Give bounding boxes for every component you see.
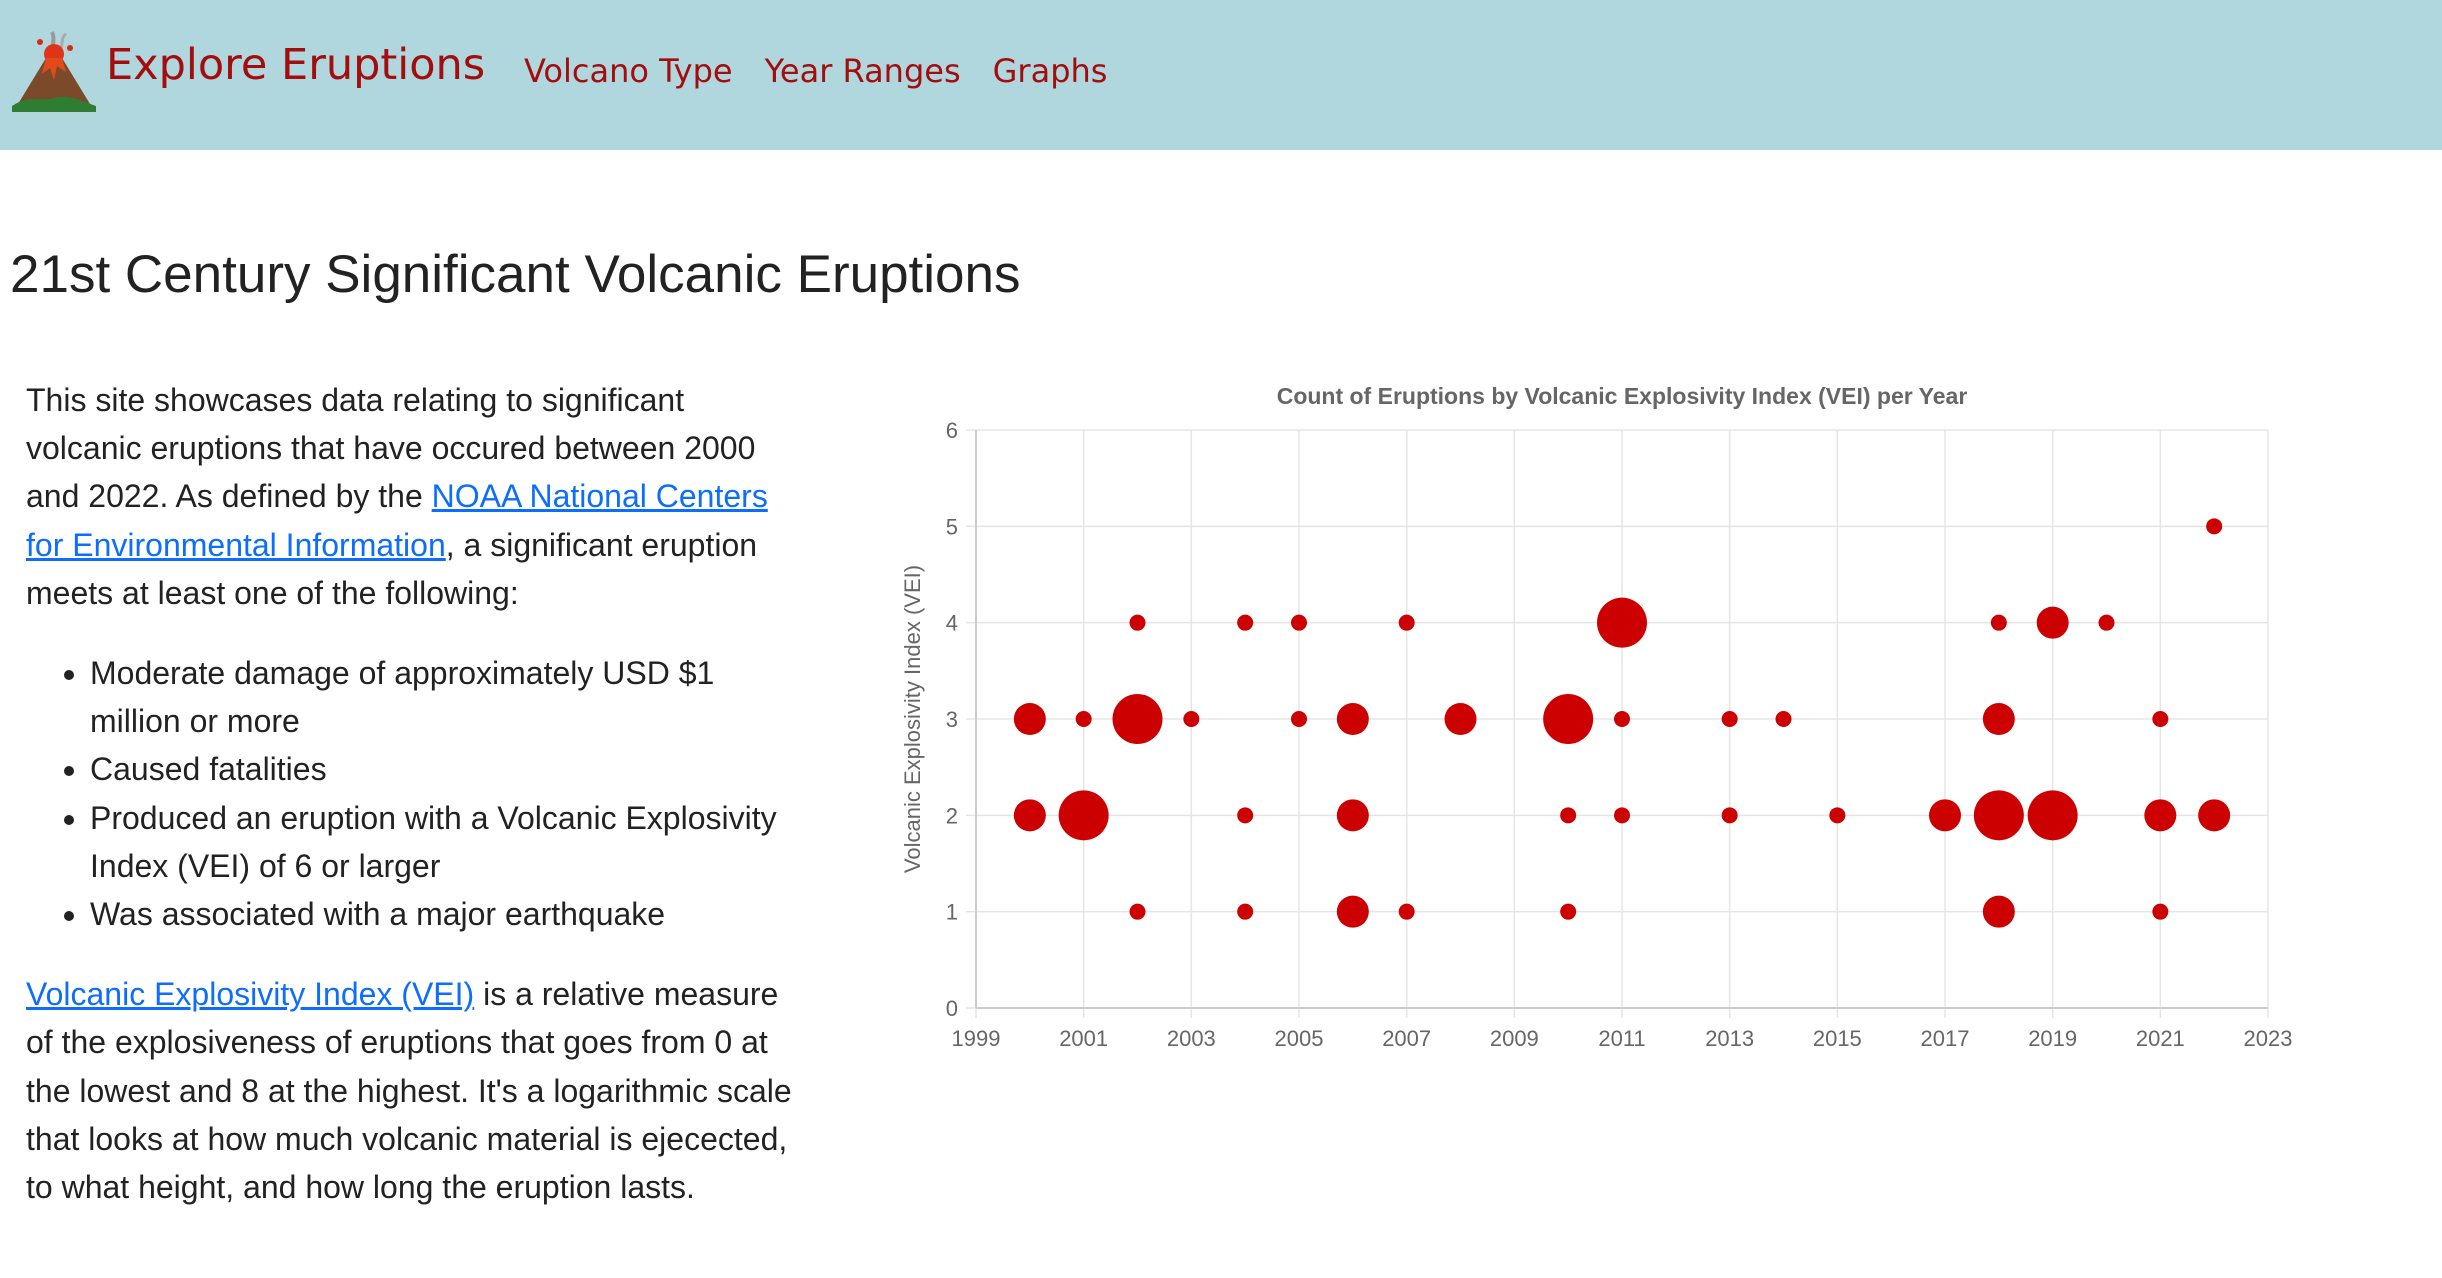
nav-links: Volcano Type Year Ranges Graphs (524, 52, 1139, 90)
chart-svg: Count of Eruptions by Volcanic Explosivi… (900, 383, 2293, 1051)
data-point (1543, 694, 1594, 744)
data-point (1560, 903, 1577, 920)
data-point (1398, 903, 1415, 920)
data-point (1336, 703, 1369, 735)
x-tick-label: 1999 (952, 1026, 1001, 1051)
data-point (1614, 807, 1630, 824)
data-point (1013, 703, 1046, 735)
x-tick-label: 2005 (1275, 1026, 1324, 1051)
y-tick-label: 0 (946, 996, 958, 1021)
data-point (1721, 807, 1738, 824)
data-point (2036, 606, 2069, 639)
data-point (1291, 614, 1307, 631)
x-tick-label: 2003 (1167, 1026, 1216, 1051)
criteria-item: Moderate damage of approximately USD $1 … (90, 649, 806, 745)
criteria-item: Produced an eruption with a Volcanic Exp… (90, 794, 806, 890)
x-tick-label: 2021 (2136, 1026, 2185, 1051)
nav-link-year-ranges[interactable]: Year Ranges (764, 52, 961, 90)
data-point (1237, 807, 1254, 824)
data-point (1398, 614, 1415, 631)
vei-paragraph: Volcanic Explosivity Index (VEI) is a re… (26, 970, 806, 1211)
y-tick-label: 5 (946, 514, 958, 539)
data-point (1058, 790, 1109, 841)
data-point (1560, 807, 1577, 824)
data-point (1775, 711, 1792, 727)
data-point (1336, 799, 1369, 832)
data-point (1129, 903, 1146, 920)
data-point (1237, 614, 1254, 631)
y-tick-label: 1 (946, 900, 958, 925)
x-tick-label: 2023 (2244, 1026, 2293, 1051)
data-point (2152, 903, 2169, 920)
data-point (1829, 807, 1846, 824)
data-point (1982, 895, 2015, 928)
erupting-volcano-icon[interactable] (10, 28, 98, 116)
x-tick-label: 2009 (1490, 1026, 1539, 1051)
x-tick-label: 2011 (1598, 1026, 1645, 1051)
data-point (1444, 703, 1477, 735)
data-point (1614, 711, 1630, 727)
noaa-link[interactable]: NOAA National Centers for Environmental … (26, 478, 768, 563)
criteria-list: Moderate damage of approximately USD $1 … (26, 649, 806, 938)
data-point (2206, 518, 2223, 535)
y-tick-label: 2 (946, 803, 958, 828)
data-point (1336, 895, 1369, 928)
data-point (1075, 711, 1092, 727)
y-tick-label: 6 (946, 418, 958, 443)
x-tick-label: 2007 (1382, 1026, 1431, 1051)
intro-paragraph: This site showcases data relating to sig… (26, 376, 806, 617)
nav-link-volcano-type[interactable]: Volcano Type (524, 52, 733, 90)
data-point (1990, 614, 2007, 631)
data-point (1013, 799, 1046, 832)
y-tick-label: 3 (946, 707, 958, 732)
data-point (1721, 711, 1738, 727)
data-point (1112, 694, 1163, 744)
brand-link[interactable]: Explore Eruptions (106, 40, 486, 90)
intro-text: This site showcases data relating to sig… (26, 376, 806, 1243)
data-point (2144, 799, 2177, 832)
navbar: Explore Eruptions Volcano Type Year Rang… (0, 0, 2442, 150)
data-point (1129, 614, 1146, 631)
data-point (2027, 790, 2078, 841)
criteria-item: Was associated with a major earthquake (90, 890, 806, 938)
x-tick-label: 2013 (1705, 1026, 1754, 1051)
x-tick-label: 2001 (1059, 1026, 1108, 1051)
y-axis-label: Volcanic Explosivity Index (VEI) (900, 565, 925, 873)
data-point (1973, 790, 2024, 841)
x-tick-label: 2015 (1813, 1026, 1862, 1051)
chart-title: Count of Eruptions by Volcanic Explosivi… (1277, 383, 1968, 409)
nav-link-graphs[interactable]: Graphs (992, 52, 1108, 90)
page-title: 21st Century Significant Volcanic Erupti… (10, 245, 1021, 304)
data-point (1597, 597, 1647, 648)
data-point (1237, 903, 1254, 920)
eruptions-chart: Count of Eruptions by Volcanic Explosivi… (890, 370, 2310, 1070)
data-point (1291, 711, 1307, 727)
y-tick-label: 4 (946, 611, 958, 636)
intro-text-before: This site showcases data relating to sig… (26, 382, 756, 515)
data-point (2152, 711, 2169, 727)
x-tick-label: 2019 (2028, 1026, 2077, 1051)
vei-text: is a relative measure of the explosivene… (26, 976, 792, 1206)
data-point (1929, 799, 1961, 832)
x-tick-label: 2017 (1921, 1026, 1970, 1051)
data-point (2198, 799, 2231, 832)
data-point (1982, 703, 2015, 735)
vei-link[interactable]: Volcanic Explosivity Index (VEI) (26, 976, 475, 1013)
criteria-item: Caused fatalities (90, 745, 806, 793)
data-point (2098, 614, 2115, 631)
data-point (1183, 711, 1200, 727)
intro-text-after: , a significant eruption meets at least … (26, 526, 758, 611)
